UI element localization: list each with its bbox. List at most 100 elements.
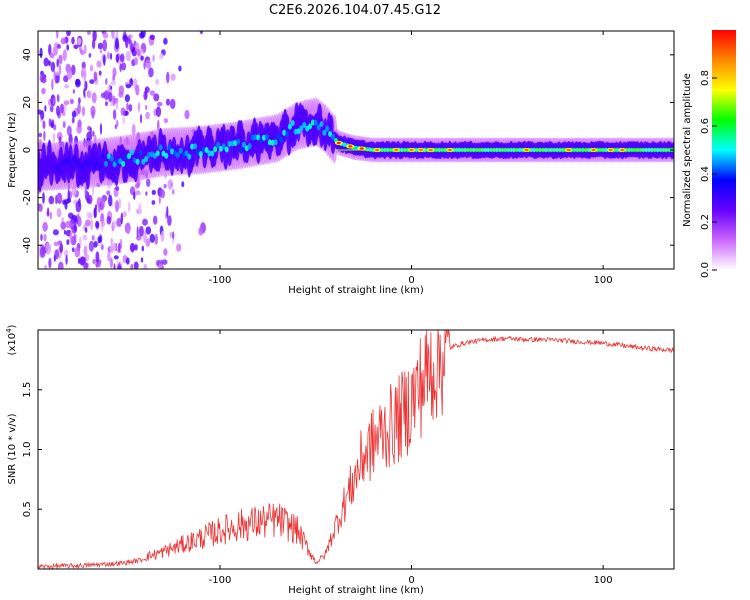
ridge-core	[287, 123, 292, 130]
noise-blob	[138, 225, 144, 237]
ridge-core	[175, 152, 180, 159]
noise-blob	[130, 263, 134, 269]
ridge-core	[331, 133, 335, 140]
snr-y-tick-label: 1.0	[22, 442, 33, 458]
noise-blob	[49, 52, 55, 59]
noise-blob	[167, 215, 172, 226]
noise-blob	[159, 189, 166, 199]
ridge-core	[144, 155, 149, 162]
noise-blob	[125, 36, 129, 49]
noise-blob	[131, 124, 136, 136]
ridge-core	[69, 163, 74, 169]
noise-blob	[181, 181, 185, 188]
noise-blob	[128, 104, 133, 112]
noise-blob	[51, 78, 54, 91]
ridge-core	[98, 164, 103, 171]
noise-blob	[112, 109, 117, 120]
noise-blob	[43, 233, 47, 242]
noise-blob	[84, 80, 88, 92]
noise-blob	[157, 119, 160, 131]
noise-blob	[112, 67, 117, 78]
noise-blob	[73, 233, 76, 243]
noise-blob	[145, 191, 148, 196]
noise-blob	[110, 238, 113, 244]
snr-y-tick-label: 1.5	[22, 382, 33, 398]
noise-blob	[158, 195, 161, 205]
svg-text:(x104): (x104)	[5, 324, 18, 355]
ridge-core	[316, 124, 321, 131]
spectrogram-marks	[38, 31, 674, 269]
noise-blob	[140, 31, 146, 38]
noise-blob	[56, 194, 63, 202]
spectrogram-y-tick-label: -40	[22, 237, 33, 253]
spectrogram-x-tick-label: -100	[209, 275, 232, 286]
noise-blob	[116, 119, 119, 128]
snr-x-tick-label: 0	[408, 575, 414, 586]
noise-blob	[120, 212, 124, 225]
ridge-core	[264, 134, 269, 140]
ridge-core	[299, 125, 304, 132]
noise-blob	[75, 78, 81, 88]
noise-blob	[149, 90, 155, 96]
noise-blob	[102, 39, 108, 52]
noise-blob	[45, 242, 52, 255]
ridge-core	[63, 158, 68, 165]
snr-x-ticks: -100 0 100	[209, 330, 613, 586]
noise-blob	[136, 179, 141, 188]
ridge-core	[147, 151, 152, 158]
noise-blob	[76, 125, 82, 134]
noise-blob	[91, 39, 96, 49]
noise-blob	[69, 98, 74, 105]
noise-blob	[151, 189, 156, 195]
noise-blob	[74, 246, 81, 258]
noise-blob	[105, 78, 108, 85]
noise-blob	[83, 70, 87, 82]
noise-blob	[93, 71, 98, 82]
ridge-core	[310, 119, 315, 126]
noise-blob	[116, 217, 122, 227]
noise-blob	[77, 103, 81, 115]
ridge-core	[201, 146, 206, 153]
ridge-core	[89, 157, 94, 164]
noise-blob	[49, 105, 54, 113]
spectrogram-x-ticks: -100 0 100	[209, 31, 613, 286]
noise-blob	[50, 61, 56, 72]
noise-blob	[67, 189, 70, 201]
noise-blob	[85, 219, 91, 227]
noise-blob	[78, 97, 81, 105]
snr-x-label: Height of straight line (km)	[288, 585, 424, 596]
noise-blob	[163, 118, 169, 124]
noise-blob	[145, 111, 150, 120]
ridge-core	[354, 145, 358, 151]
noise-blob	[48, 195, 55, 205]
spectrogram-x-tick-label: 100	[594, 275, 613, 286]
noise-blob	[56, 58, 59, 68]
noise-blob	[68, 212, 74, 219]
noise-blob	[134, 57, 138, 66]
ridge-core	[210, 150, 215, 157]
noise-blob	[126, 102, 129, 111]
noise-blob	[41, 76, 47, 84]
noise-blob	[93, 241, 98, 248]
ridge-core	[241, 141, 246, 148]
noise-blob	[53, 97, 56, 106]
noise-blob	[62, 121, 66, 129]
noise-blob	[52, 229, 59, 236]
ridge-core	[158, 144, 163, 151]
ridge-core	[81, 164, 85, 171]
noise-blob	[112, 220, 117, 228]
ridge-core	[95, 161, 100, 168]
noise-blob	[163, 37, 168, 45]
ridge-core	[55, 164, 60, 171]
noise-blob	[63, 100, 70, 106]
colorbar-tick-label: 0.2	[700, 214, 711, 230]
noise-blob	[170, 73, 176, 81]
ridge-core	[86, 162, 91, 169]
noise-blob	[66, 125, 72, 137]
noise-blob	[49, 211, 52, 220]
snr-y-label: SNR (10 * v/v)	[7, 413, 18, 484]
noise-blob	[158, 263, 163, 269]
ridge-core	[322, 129, 327, 136]
ridge-core	[285, 131, 289, 138]
noise-blob	[66, 44, 70, 51]
